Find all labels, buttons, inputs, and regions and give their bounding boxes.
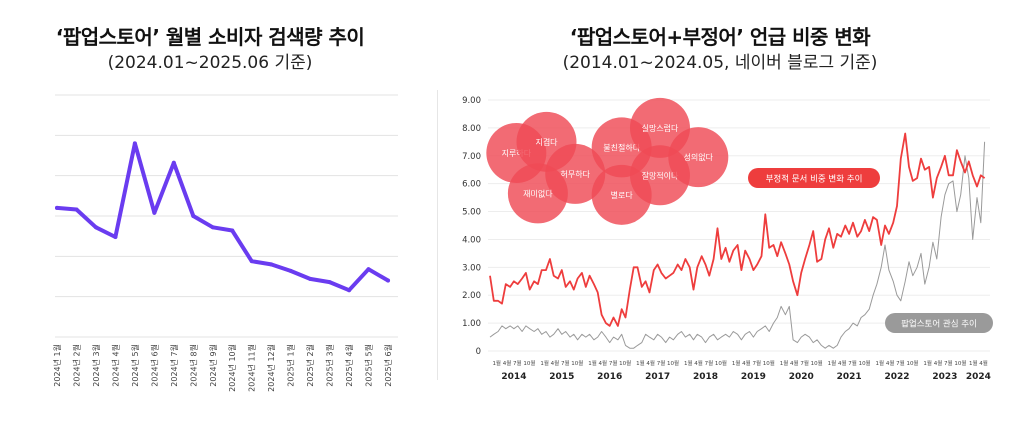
x-tick-label: 2024년 12월 [266,344,276,392]
bubble-label: 재미없다 [523,189,553,198]
y-tick-label: 0 [476,347,481,357]
year-label: 2023 [932,372,957,382]
right-chart-title: ‘팝업스토어+부정어’ 언급 비중 변화 [569,25,871,49]
x-tick-label: 2024년 7월 [169,344,179,387]
data-point [93,225,98,230]
x-tick-label: 2024년 10월 [227,344,237,392]
bubble-label: 잘망적이다 [642,170,679,180]
month-tick-label: 1월 4월 [969,359,988,367]
data-point [366,267,371,272]
data-point [288,268,293,273]
month-tick-label: 1월 4월 7월 10월 [636,359,679,367]
x-tick-label: 2024년 8월 [188,344,198,387]
year-label: 2022 [884,372,909,382]
bubble-label: 성의없다 [684,152,714,162]
month-tick-label: 1월 4월 7월 10월 [684,359,727,367]
data-point [269,262,274,267]
y-tick-label: 9.00 [462,96,481,106]
bubble-label: 별로다 [611,190,634,200]
data-point [152,210,157,215]
x-tick-label: 2024년 3월 [91,344,101,387]
year-label: 2017 [645,372,670,382]
legend-label: 부정적 문서 비중 변화 추이 [766,174,863,185]
legend-label: 팝업스토어 관심 추이 [901,319,977,330]
x-tick-label: 2025년 1월 [286,344,296,387]
data-point [308,276,313,281]
year-label: 2016 [597,372,622,382]
month-tick-label: 1월 4월 7월 10월 [876,359,919,367]
month-tick-label: 1월 4월 7월 10월 [828,359,871,367]
data-point [55,205,59,210]
data-point [74,207,79,212]
x-tick-label: 2024년 4월 [110,344,120,387]
x-tick-label: 2024년 1월 [52,344,62,387]
x-tick-label: 2024년 11월 [247,344,257,392]
negative-ratio-line [489,132,986,327]
month-tick-label: 1월 4월 7월 10월 [588,359,631,367]
left-chart-subtitle: (2024.01~2025.06 기준) [107,53,313,73]
data-point [230,228,235,233]
bubble-label: 허무하다 [561,169,591,179]
y-tick-label: 4.00 [462,235,481,245]
search-volume-line [55,141,390,293]
data-point [171,160,176,165]
bubble-label: 지겹다 [535,137,558,147]
year-label: 2021 [837,372,862,382]
month-tick-label: 1월 4월 7월 10월 [732,359,775,367]
negative-word-bubble [668,127,729,188]
legend-pill [885,313,993,333]
y-tick-label: 5.00 [462,208,481,218]
data-point [132,141,137,146]
month-tick-label: 1월 4월 7월 10월 [540,359,583,367]
year-label: 2018 [693,372,718,382]
data-point [347,288,352,293]
month-tick-label: 1월 4월 7월 10월 [492,359,535,367]
right-chart-subtitle: (2014.01~2024.05, 네이버 블로그 기준) [562,53,878,73]
year-label: 2020 [789,372,814,382]
data-point [249,259,254,264]
x-tick-label: 2025년 4월 [344,344,354,387]
year-label: 2014 [501,372,526,382]
chart-divider [437,90,438,380]
x-tick-label: 2024년 5월 [130,344,140,387]
bubble-label: 불친절하다 [603,142,640,152]
data-point [327,280,332,285]
x-tick-label: 2024년 9월 [208,344,218,387]
data-point [113,234,118,239]
year-label: 2024 [966,372,991,382]
y-tick-label: 2.00 [462,291,481,301]
data-point [386,278,390,283]
data-point [210,225,215,230]
negative-word-bubble [507,163,568,224]
month-tick-label: 1월 4월 7월 10월 [780,359,823,367]
y-tick-label: 3.00 [462,263,481,273]
month-tick-label: 1월 4월 7월 10월 [923,359,966,367]
y-tick-label: 7.00 [462,152,481,162]
x-tick-label: 2024년 6월 [149,344,159,387]
year-label: 2019 [741,372,766,382]
popup-interest-line [489,141,986,349]
x-tick-label: 2025년 6월 [383,344,393,387]
bubble-label: 지루하다 [502,148,532,158]
y-tick-label: 6.00 [462,180,481,190]
x-tick-label: 2025년 3월 [325,344,335,387]
y-tick-label: 1.00 [462,319,481,329]
x-tick-label: 2025년 5월 [364,344,374,387]
data-point [191,214,196,218]
x-tick-label: 2025년 2월 [305,344,315,387]
left-chart-title: ‘팝업스토어’ 월별 소비자 검색량 추이 [55,25,365,49]
year-label: 2015 [549,372,574,382]
bubble-label: 실망스럽다 [642,123,679,133]
x-tick-label: 2024년 2월 [71,344,81,387]
legend-pill [748,168,880,188]
y-tick-label: 8.00 [462,124,481,134]
